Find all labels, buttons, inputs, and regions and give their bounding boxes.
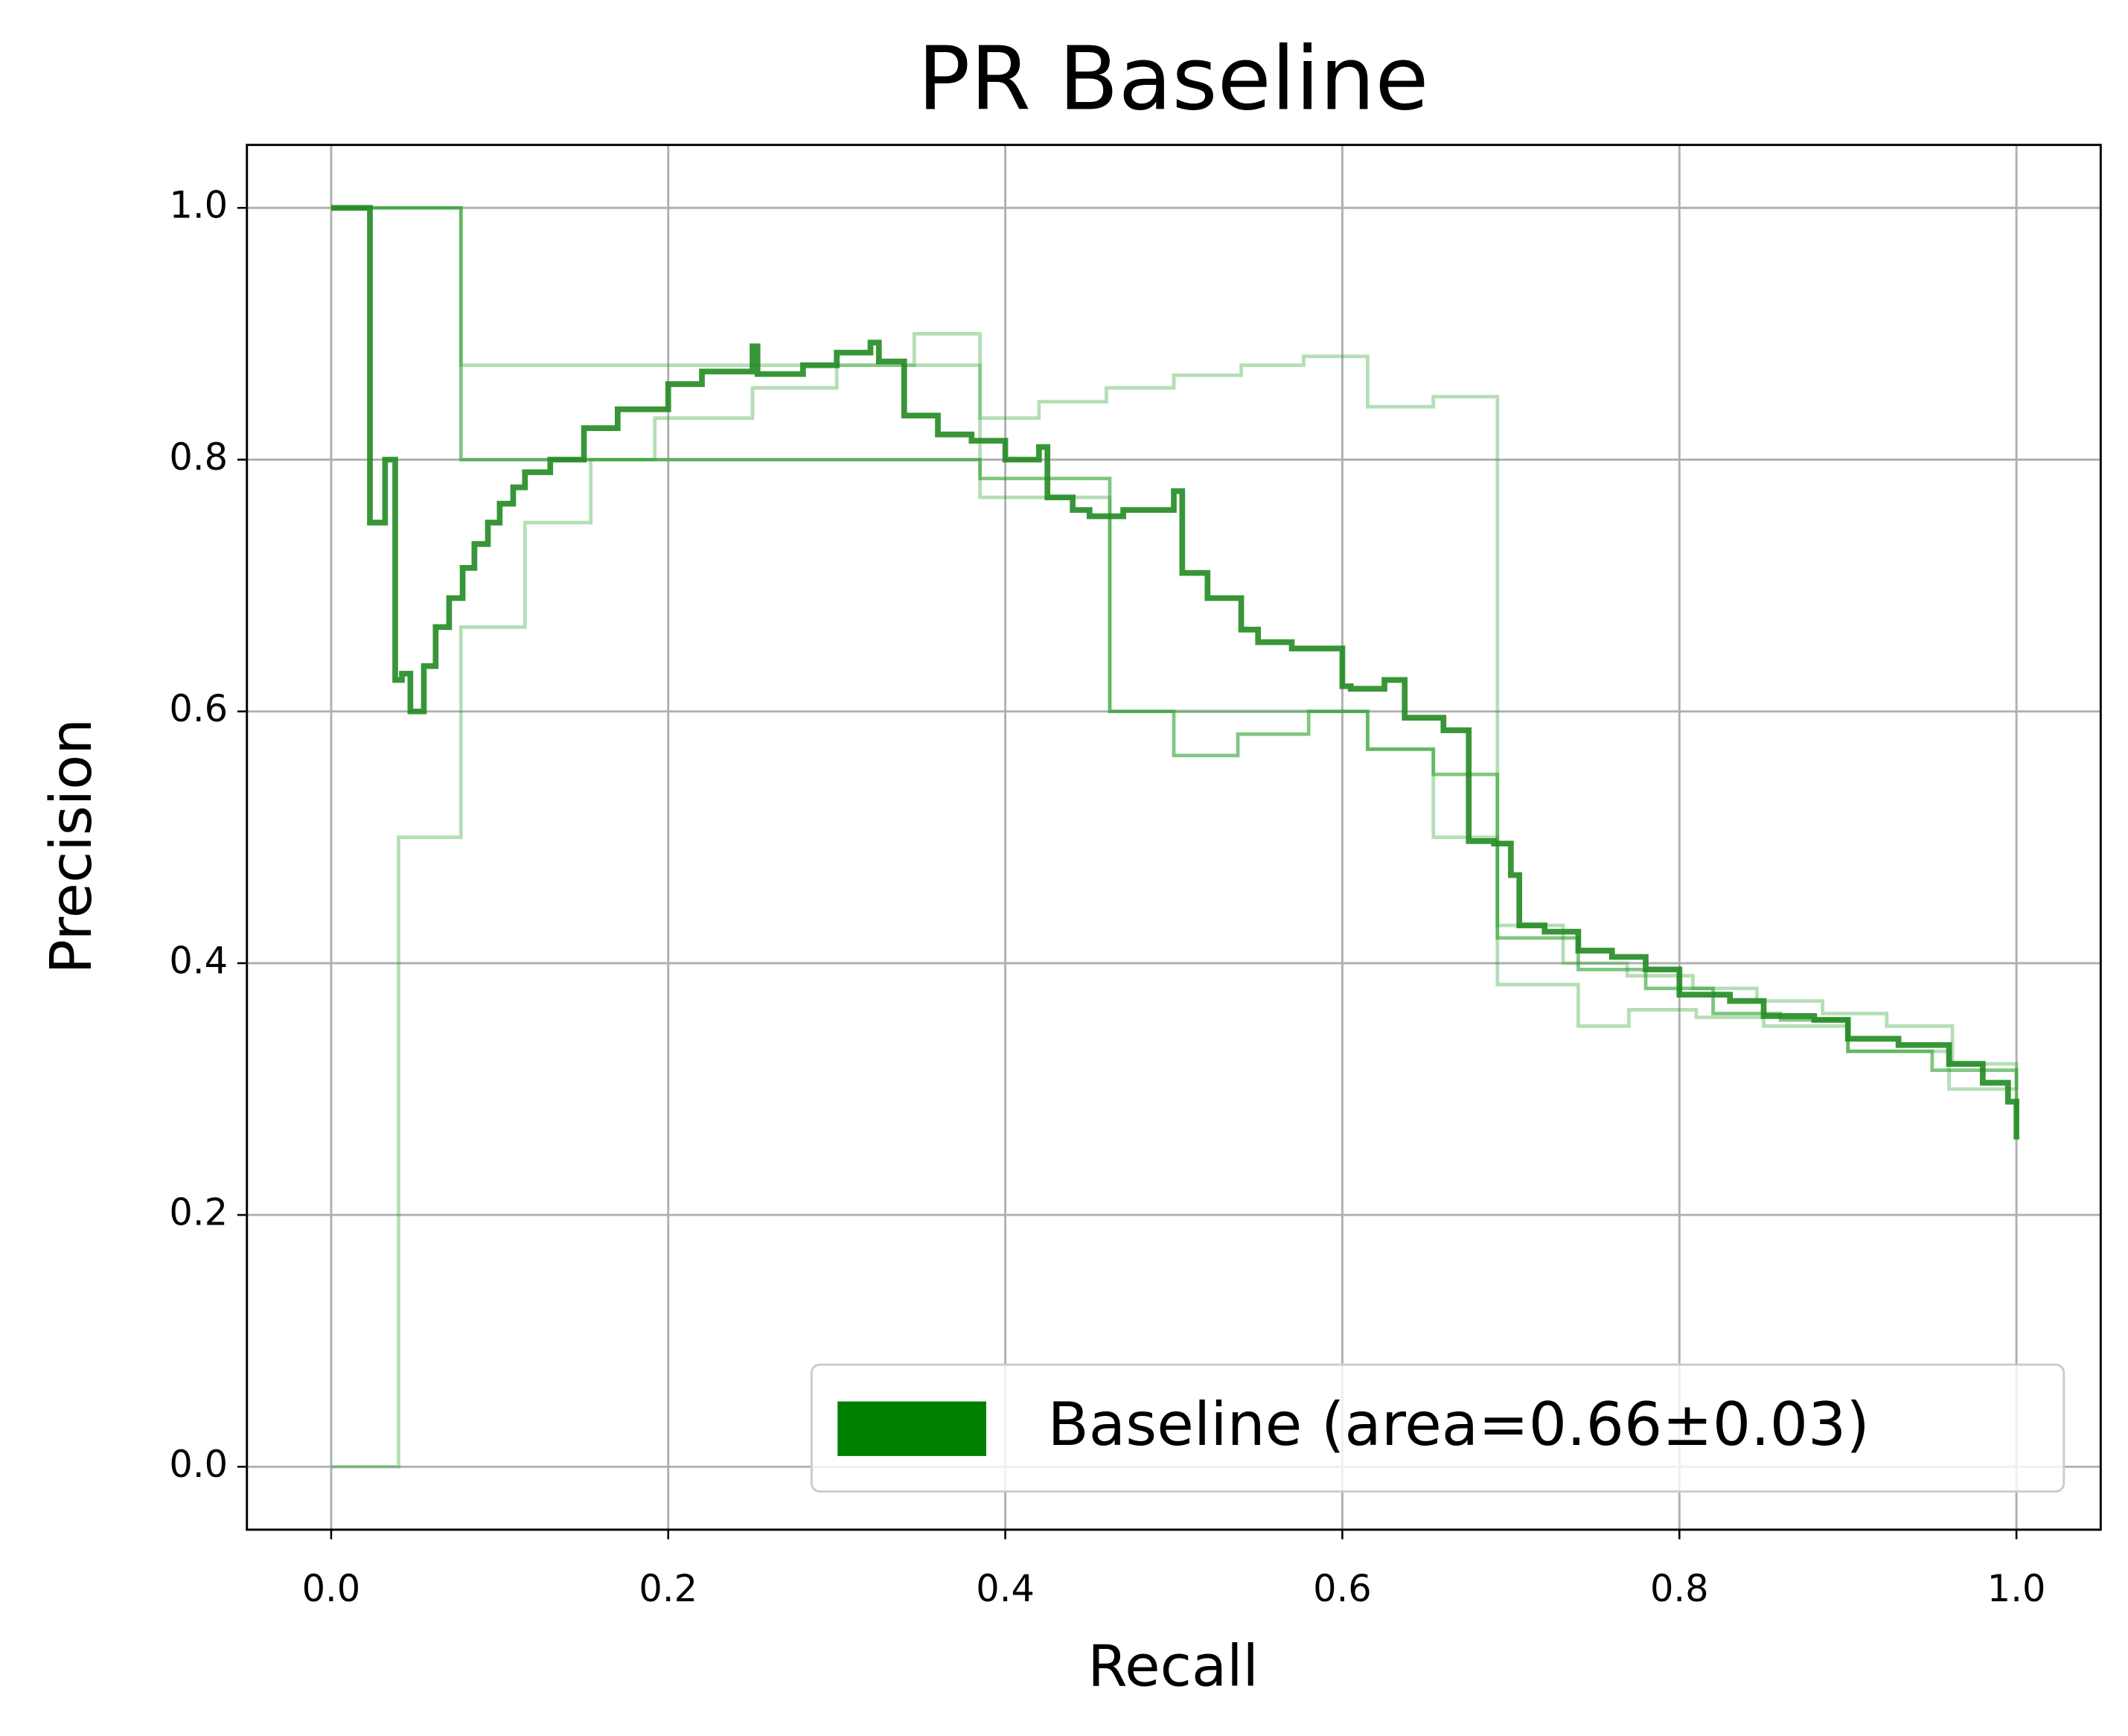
legend-box bbox=[810, 1363, 2065, 1493]
x-tick-label: 0.4 bbox=[976, 1567, 1035, 1610]
y-tick-label: 1.0 bbox=[169, 184, 228, 227]
y-tick-label: 0.4 bbox=[169, 939, 228, 982]
x-tick-label: 0.6 bbox=[1313, 1567, 1372, 1610]
y-tick-label: 0.6 bbox=[169, 687, 228, 730]
x-axis-label: Recall bbox=[1087, 1634, 1259, 1700]
y-tick-label: 0.0 bbox=[169, 1443, 228, 1486]
legend: Baseline (area=0.66±0.03) bbox=[810, 1363, 2065, 1493]
x-tick-label: 0.0 bbox=[302, 1567, 361, 1610]
y-tick-label: 0.8 bbox=[169, 435, 228, 479]
legend-swatch bbox=[837, 1401, 987, 1456]
chart-title: PR Baseline bbox=[918, 28, 1429, 130]
x-tick-label: 0.2 bbox=[639, 1567, 697, 1610]
pr-curve bbox=[330, 331, 2019, 1469]
pr-curve bbox=[330, 205, 2019, 1114]
plot-frame bbox=[246, 144, 2102, 1531]
legend-label: Baseline (area=0.66±0.03) bbox=[1048, 1390, 1870, 1460]
x-tick-label: 0.8 bbox=[1650, 1567, 1709, 1610]
y-axis-label: Precision bbox=[39, 718, 105, 974]
x-tick-label: 1.0 bbox=[1987, 1567, 2046, 1610]
y-tick-label: 0.2 bbox=[169, 1191, 228, 1234]
pr-curve bbox=[330, 205, 2019, 1089]
pr-curve bbox=[330, 205, 2019, 1140]
